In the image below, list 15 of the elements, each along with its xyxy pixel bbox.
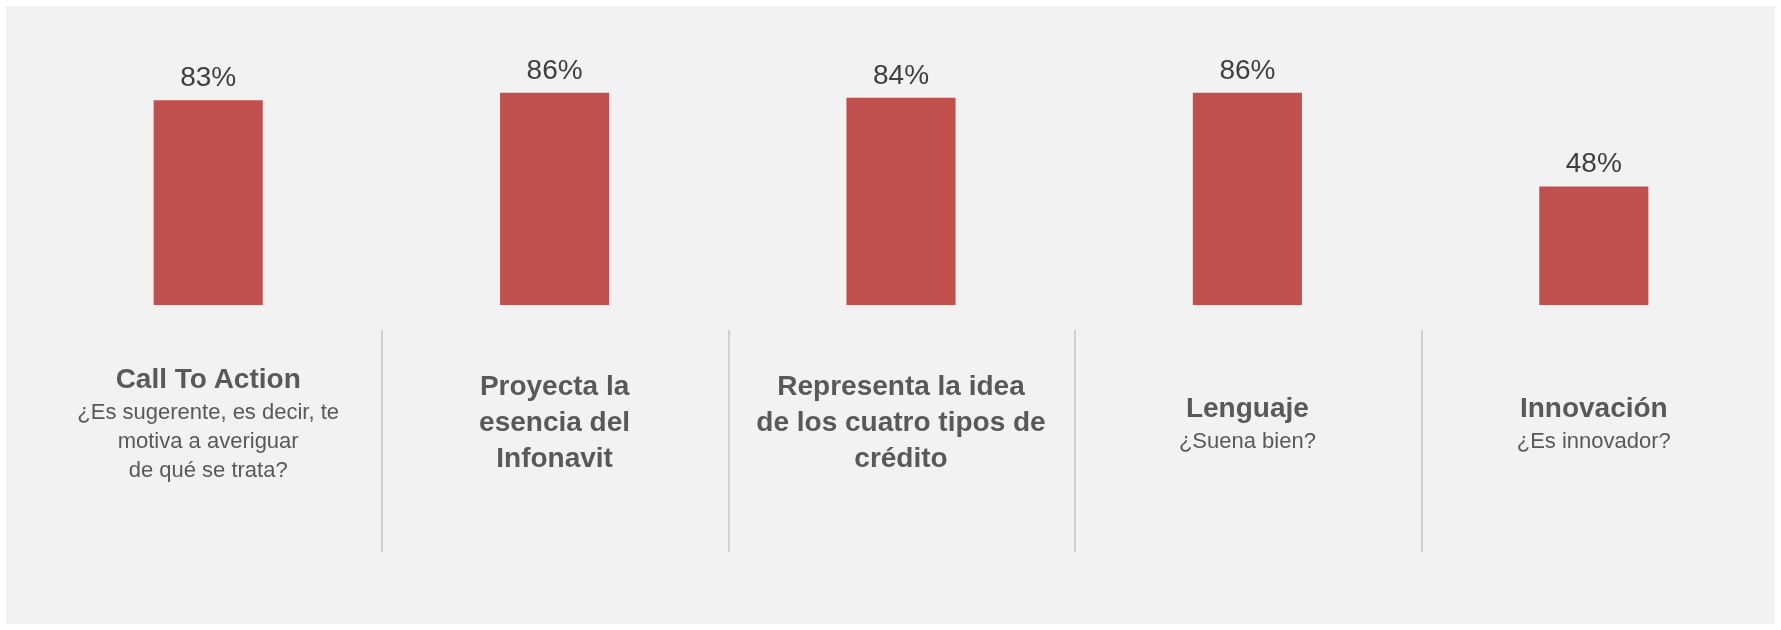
data-label: 86% — [526, 53, 583, 85]
data-label: 48% — [1565, 147, 1622, 179]
x-tick-label: Lenguaje ¿Suena bien? — [1178, 390, 1316, 455]
bar — [1539, 186, 1649, 305]
x-tick-label: Innovación ¿Es innovador? — [1516, 390, 1671, 455]
bar — [846, 97, 956, 305]
data-label: 83% — [180, 60, 237, 92]
x-tick-label: Call To Action ¿Es sugerente, es decir, te motiva a averiguar de qué se trata? — [77, 361, 340, 484]
bar — [500, 92, 610, 305]
x-tick-label: Representa la idea de los cuatro tipos de crédito — [756, 369, 1046, 475]
data-label: 86% — [1219, 53, 1276, 85]
data-label: 84% — [872, 58, 930, 90]
x-tick-label: Proyecta la esencia del Infonavit — [479, 369, 631, 475]
bar — [1192, 92, 1302, 305]
bar — [153, 100, 263, 305]
